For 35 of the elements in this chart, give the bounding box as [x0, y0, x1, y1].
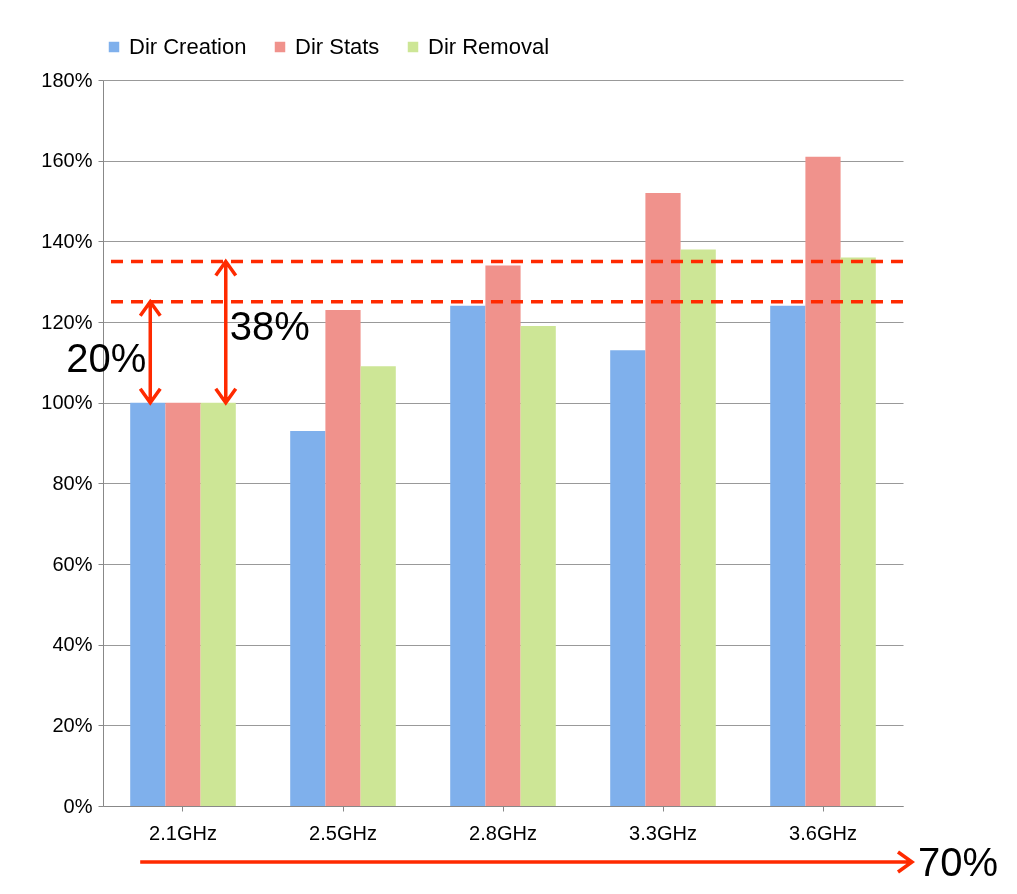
y-tick-label: 180%: [41, 68, 93, 91]
x-tick-label: 2.8GHz: [469, 821, 537, 844]
x-tick-label: 2.1GHz: [149, 821, 217, 844]
bar: [840, 257, 876, 806]
y-tick-label: 120%: [41, 310, 93, 333]
bar: [520, 326, 556, 806]
bar: [610, 350, 646, 806]
y-tick-label: 160%: [41, 149, 93, 172]
bar: [290, 430, 326, 806]
x-tick-label: 2.5GHz: [309, 821, 377, 844]
y-tick-label: 100%: [41, 391, 93, 414]
text: 70%: [918, 840, 999, 885]
annotation: 38%: [229, 304, 310, 350]
bar: [325, 309, 361, 806]
bar: [450, 305, 486, 806]
legend-label: Dir Stats: [295, 34, 380, 59]
legend-label: Dir Removal: [428, 34, 550, 59]
bar: [805, 156, 841, 806]
legend-label: Dir Creation: [129, 34, 247, 59]
bar: [770, 305, 806, 806]
bar: [200, 402, 236, 806]
bar: [485, 265, 521, 806]
y-tick-label: 80%: [52, 471, 93, 494]
y-tick-label: 40%: [52, 633, 93, 656]
bar: [645, 192, 681, 806]
y-tick-label: 0%: [63, 794, 93, 817]
bar: [680, 249, 716, 806]
x-tick-label: 3.6GHz: [789, 821, 857, 844]
y-tick-label: 20%: [52, 713, 93, 736]
bar: [360, 366, 396, 806]
y-tick-label: 140%: [41, 229, 93, 252]
bar: [165, 402, 201, 806]
bar: [130, 402, 166, 806]
y-tick-label: 60%: [52, 552, 93, 575]
x-tick-label: 3.3GHz: [629, 821, 697, 844]
